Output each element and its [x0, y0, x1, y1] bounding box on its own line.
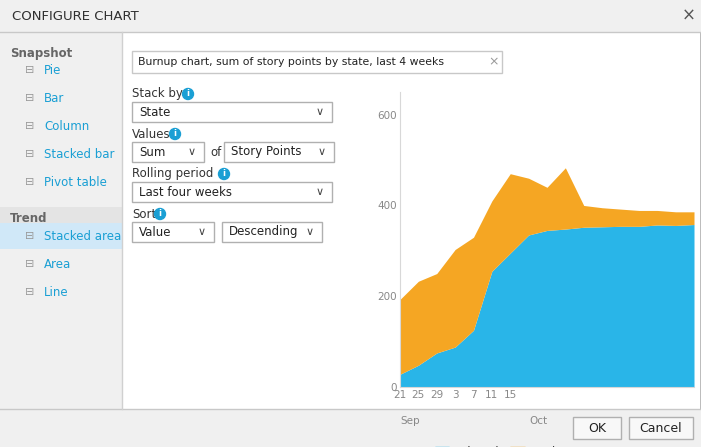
Text: Column: Column: [44, 119, 89, 132]
Text: ∨: ∨: [188, 147, 196, 157]
Text: OK: OK: [588, 422, 606, 434]
Legend: Closed, Active: Closed, Active: [430, 441, 576, 447]
Text: ⊟: ⊟: [25, 259, 34, 269]
Text: Stack by: Stack by: [132, 88, 183, 101]
Text: Bar: Bar: [44, 92, 64, 105]
Text: Cancel: Cancel: [640, 422, 682, 434]
Text: Story Points: Story Points: [231, 146, 301, 159]
Circle shape: [182, 89, 193, 100]
Circle shape: [170, 128, 180, 139]
Bar: [0, 207, 122, 229]
Text: Stacked bar: Stacked bar: [44, 148, 114, 160]
Bar: [132, 142, 204, 162]
Text: Values: Values: [132, 127, 170, 140]
Text: Trend: Trend: [10, 211, 48, 224]
Bar: [132, 51, 502, 73]
Text: Stacked area: Stacked area: [44, 229, 121, 243]
Bar: [222, 222, 322, 242]
Text: ⊟: ⊟: [25, 287, 34, 297]
Text: ×: ×: [682, 7, 696, 25]
Text: Sep: Sep: [400, 417, 420, 426]
Text: ⊟: ⊟: [25, 93, 34, 103]
Bar: [132, 102, 332, 122]
Text: ∨: ∨: [318, 147, 326, 157]
Text: Value: Value: [139, 225, 172, 239]
Bar: [224, 142, 334, 162]
Text: ⊟: ⊟: [25, 149, 34, 159]
Text: ∨: ∨: [316, 187, 324, 197]
Text: Pie: Pie: [44, 63, 62, 76]
Text: Rolling period: Rolling period: [132, 168, 213, 181]
Text: ⊟: ⊟: [25, 177, 34, 187]
Text: of: of: [210, 146, 222, 159]
Bar: [0, 32, 122, 409]
Text: ⊟: ⊟: [25, 65, 34, 75]
Bar: [573, 417, 621, 439]
Text: Descending: Descending: [229, 225, 299, 239]
Text: ⊟: ⊟: [25, 231, 34, 241]
Text: i: i: [174, 130, 177, 139]
Text: Burnup chart, sum of story points by state, last 4 weeks: Burnup chart, sum of story points by sta…: [138, 57, 444, 67]
Text: i: i: [186, 89, 189, 98]
Bar: [0, 223, 122, 249]
Circle shape: [219, 169, 229, 180]
Text: Line: Line: [44, 286, 69, 299]
Bar: [629, 417, 693, 439]
Circle shape: [154, 208, 165, 219]
Bar: [0, 409, 701, 447]
Text: ×: ×: [489, 55, 499, 68]
Text: State: State: [139, 105, 170, 118]
Text: Last four weeks: Last four weeks: [139, 186, 232, 198]
Bar: [132, 182, 332, 202]
Text: Sort: Sort: [132, 207, 156, 220]
Text: i: i: [222, 169, 226, 178]
Text: Area: Area: [44, 257, 72, 270]
Bar: [132, 222, 214, 242]
Text: Sum: Sum: [139, 146, 165, 159]
Text: Oct: Oct: [529, 417, 547, 426]
Text: ∨: ∨: [316, 107, 324, 117]
Text: i: i: [158, 210, 161, 219]
Text: ∨: ∨: [198, 227, 206, 237]
Text: ⊟: ⊟: [25, 121, 34, 131]
Bar: [0, 0, 701, 32]
Text: CONFIGURE CHART: CONFIGURE CHART: [12, 9, 139, 22]
Text: Snapshot: Snapshot: [10, 47, 72, 60]
Text: Pivot table: Pivot table: [44, 176, 107, 189]
Text: ∨: ∨: [306, 227, 314, 237]
